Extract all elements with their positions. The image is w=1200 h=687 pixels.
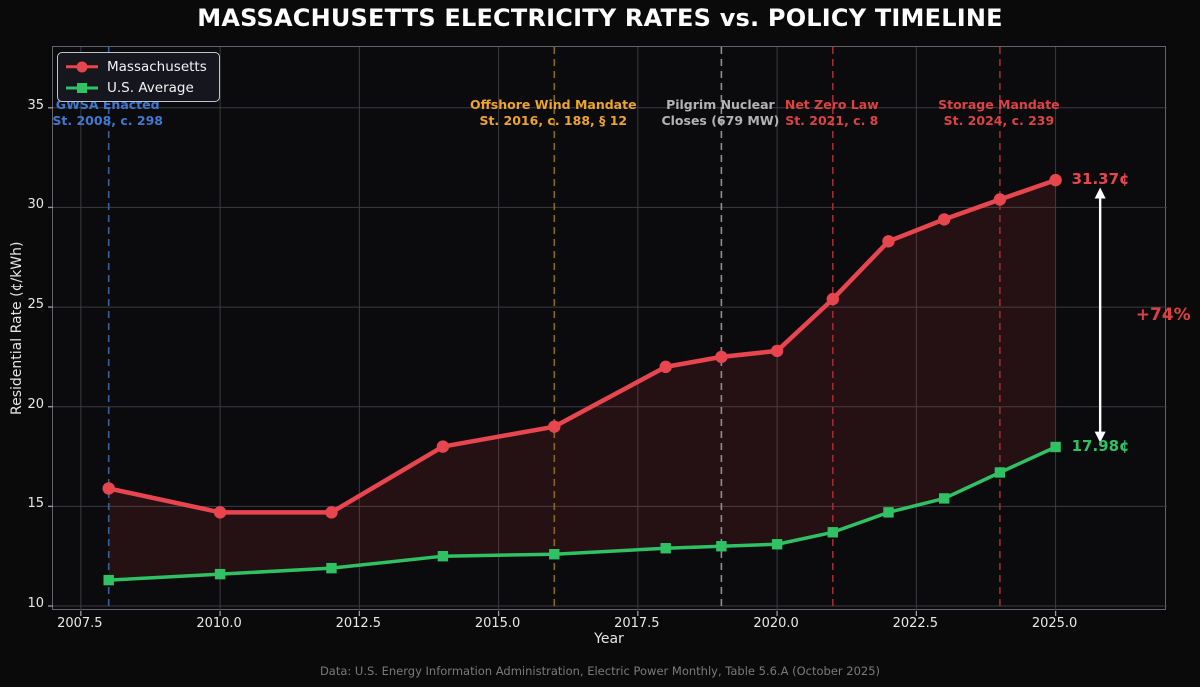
policy-label: Storage Mandate St. 2024, c. 239 (938, 97, 1060, 128)
legend-label-us-average: U.S. Average (107, 79, 194, 96)
policy-label: Net Zero Law St. 2021, c. 8 (784, 97, 879, 128)
gap-percent-label: +74% (1135, 305, 1191, 326)
source-note: Data: U.S. Energy Information Administra… (319, 664, 881, 678)
y-tick-label: 35 (27, 97, 44, 113)
end-value-label: 31.37¢ (1071, 170, 1130, 189)
x-tick-label: 2010.0 (196, 616, 242, 631)
x-tick-label: 2025.0 (1031, 616, 1078, 631)
x-tick-label: 2015.0 (474, 616, 521, 631)
plot-area (48, 46, 1167, 616)
chart-canvas (48, 47, 1167, 616)
x-tick-label: 2012.5 (335, 616, 382, 631)
x-axis-label: Year (594, 631, 624, 647)
policy-label: Pilgrim Nuclear Closes (679 MW) (661, 97, 780, 128)
x-tick-label: 2022.5 (892, 616, 939, 631)
y-tick-label: 15 (27, 496, 44, 512)
y-axis-label: Residential Rate (¢/kWh) (9, 241, 25, 415)
chart-title: MASSACHUSETTS ELECTRICITY RATES vs. POLI… (197, 4, 1003, 32)
y-tick-label: 25 (27, 297, 44, 313)
y-tick-label: 10 (27, 596, 44, 612)
end-value-label: 17.98¢ (1071, 436, 1130, 455)
y-tick-label: 30 (27, 197, 44, 213)
x-tick-label: 2007.5 (57, 616, 103, 631)
y-tick-label: 20 (27, 396, 44, 412)
policy-label: Offshore Wind Mandate St. 2016, c. 188, §… (470, 97, 637, 128)
us-average-line-marker-icon (66, 80, 98, 96)
legend-label-massachusetts: Massachusetts (107, 58, 207, 75)
legend-item-massachusetts: Massachusetts (66, 56, 207, 77)
massachusetts-line-marker-icon (66, 59, 98, 75)
x-tick-label: 2020.0 (753, 616, 799, 631)
legend: Massachusetts U.S. Average (57, 52, 220, 102)
legend-item-us-average: U.S. Average (66, 77, 207, 98)
x-tick-label: 2017.5 (614, 616, 660, 631)
